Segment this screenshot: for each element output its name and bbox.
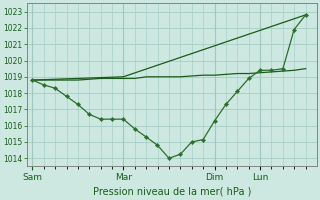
X-axis label: Pression niveau de la mer( hPa ): Pression niveau de la mer( hPa ) [92, 187, 251, 197]
